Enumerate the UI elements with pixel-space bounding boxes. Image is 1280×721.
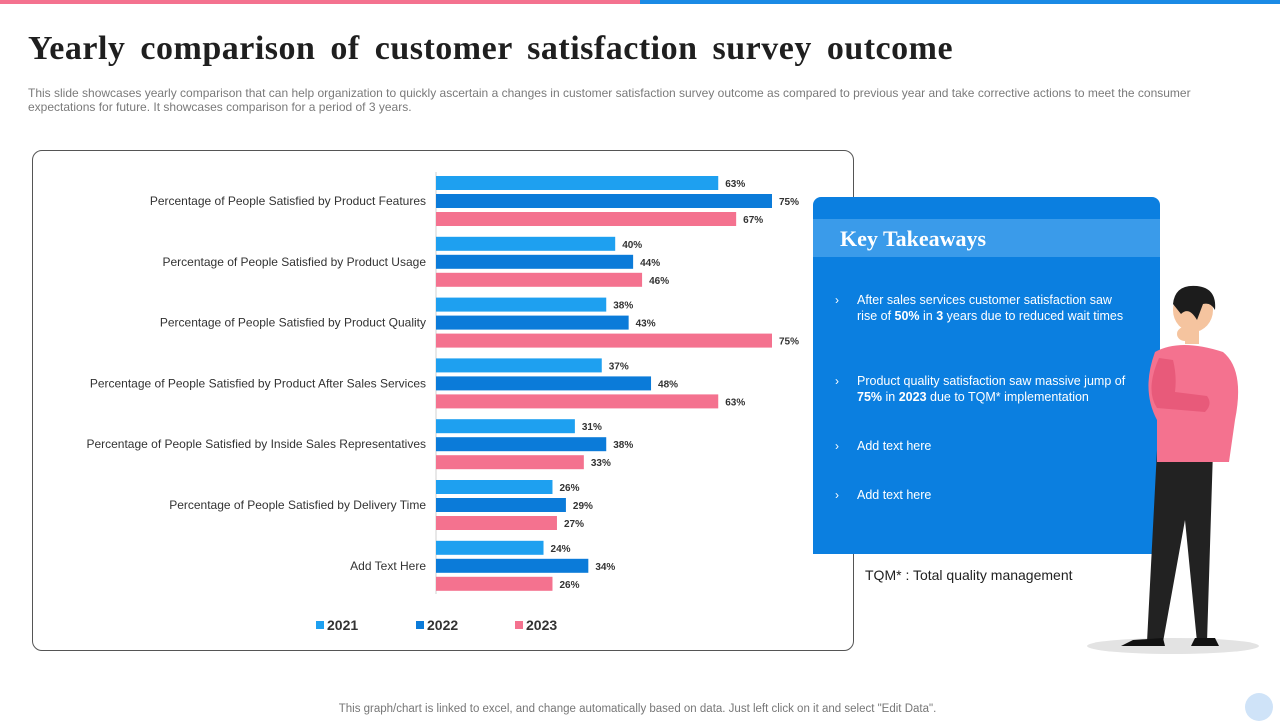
bar-2022: [436, 194, 772, 208]
bar-2023: [436, 212, 737, 226]
chevron-right-icon: ›: [835, 488, 839, 502]
corner-decoration: [1245, 693, 1273, 721]
data-label: 24%: [551, 544, 571, 555]
data-label: 38%: [613, 301, 633, 312]
bar-2022: [436, 315, 629, 330]
top-accent-pink: [0, 0, 640, 4]
data-label: 75%: [779, 337, 799, 348]
data-label: 34%: [595, 562, 615, 573]
bar-2023: [436, 576, 553, 591]
category-label: Percentage of People Satisfied by Inside…: [86, 437, 426, 451]
bar-2021: [436, 480, 553, 494]
top-accent-blue: [640, 0, 1280, 4]
takeaway-text: Add text here: [857, 488, 932, 502]
legend-swatch-2021: [316, 621, 324, 629]
key-takeaways-header: Key Takeaways: [813, 219, 1160, 257]
data-label: 33%: [591, 458, 611, 469]
data-label: 75%: [779, 197, 799, 208]
thinking-person-illustration: [1087, 285, 1259, 654]
data-label: 40%: [622, 240, 642, 251]
key-takeaways-title: Key Takeaways: [840, 226, 987, 251]
bar-2022: [436, 254, 634, 269]
data-label: 44%: [640, 258, 660, 269]
data-label: 26%: [559, 580, 579, 591]
data-label: 63%: [725, 179, 745, 190]
data-label: 46%: [649, 276, 669, 287]
data-label: 43%: [636, 319, 656, 330]
bar-2021: [436, 419, 575, 434]
data-label: 26%: [559, 483, 579, 494]
chevron-right-icon: ›: [835, 293, 839, 307]
category-label: Percentage of People Satisfied by Delive…: [169, 498, 426, 512]
takeaway-text: After sales services customer satisfacti…: [857, 293, 1124, 323]
bar-2023: [436, 333, 772, 348]
legend-swatch-2022: [416, 621, 424, 629]
bar-2022: [436, 498, 566, 512]
slide-title: Yearly comparison of customer satisfacti…: [28, 30, 954, 67]
bar-2023: [436, 394, 719, 409]
category-label: Percentage of People Satisfied by Produc…: [90, 376, 426, 390]
bar-2021: [436, 540, 544, 555]
legend-label: 2023: [526, 617, 557, 633]
data-label: 38%: [613, 440, 633, 451]
legend-label: 2022: [427, 617, 458, 633]
bar-2023: [436, 272, 643, 287]
data-label: 37%: [609, 361, 629, 372]
bar-2021: [436, 176, 719, 190]
bar-2022: [436, 558, 589, 573]
data-label: 31%: [582, 422, 602, 433]
category-label: Add Text Here: [350, 559, 426, 573]
bar-2022: [436, 376, 652, 391]
data-label: 67%: [743, 215, 763, 226]
data-label: 63%: [725, 397, 745, 408]
tqm-footnote: TQM* : Total quality management: [865, 567, 1073, 583]
takeaway-text: Product quality satisfaction saw massive…: [857, 374, 1126, 404]
footer-note: This graph/chart is linked to excel, and…: [338, 703, 937, 715]
data-label: 27%: [564, 519, 584, 530]
category-label: Percentage of People Satisfied by Produc…: [150, 194, 426, 208]
category-label: Percentage of People Satisfied by Produc…: [163, 255, 427, 269]
takeaway-text: Add text here: [857, 439, 932, 453]
bar-2021: [436, 297, 607, 312]
bar-2022: [436, 437, 607, 452]
chevron-right-icon: ›: [835, 374, 839, 388]
bar-chart[interactable]: Percentage of People Satisfied by Produc…: [32, 150, 854, 651]
legend-label: 2021: [327, 617, 358, 633]
category-label: Percentage of People Satisfied by Produc…: [160, 316, 426, 330]
bar-2023: [436, 516, 557, 530]
slide-subtitle: This slide showcases yearly comparison t…: [28, 86, 1191, 114]
bar-2021: [436, 358, 602, 373]
bar-2021: [436, 236, 616, 251]
bar-2023: [436, 455, 584, 470]
key-takeaways-card: Key Takeaways › After sales services cus…: [813, 197, 1160, 554]
chevron-right-icon: ›: [835, 439, 839, 453]
data-label: 48%: [658, 379, 678, 390]
data-label: 29%: [573, 501, 593, 512]
legend-swatch-2023: [515, 621, 523, 629]
